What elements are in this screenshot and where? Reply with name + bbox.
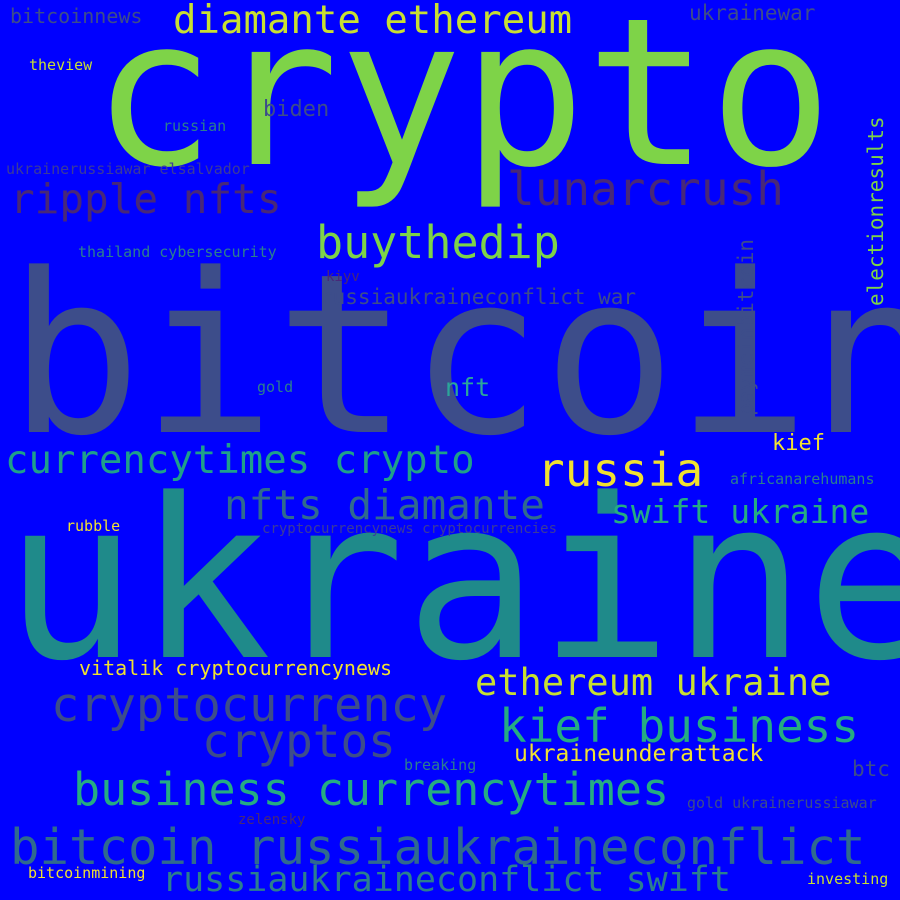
word-ukraine: ukraine <box>4 452 900 710</box>
word-ukraineunderattack: ukraineunderattack <box>514 741 764 767</box>
word-paymeinbitcoin: paymeinbitcoin <box>734 238 758 416</box>
word-thailand-cybersecurity: thailand cybersecurity <box>78 243 277 261</box>
word-ukrainerussiawar-elsalvador: ukrainerussiawar elsalvador <box>6 160 250 178</box>
word-nfts-diamante: nfts diamante <box>224 481 545 529</box>
word-vitalik-cryptocurrencynews: vitalik cryptocurrencynews <box>79 656 393 680</box>
word-cryptos: cryptos <box>202 714 396 768</box>
word-electionresults: electionresults <box>864 116 888 306</box>
word-nft: nft <box>445 373 491 402</box>
word-kief: kief <box>772 431 825 456</box>
word-gold-ukrainerussiawar: gold ukrainerussiawar <box>687 794 877 812</box>
word-russia: russia <box>537 443 704 497</box>
word-ethereum-ukraine: ethereum ukraine <box>475 661 832 704</box>
word-buythedip: buythedip <box>316 216 560 269</box>
word-breaking: breaking <box>404 756 477 774</box>
word-theview: theview <box>29 56 93 74</box>
word-rubble: rubble <box>66 517 121 535</box>
word-crypto: crypto <box>92 0 833 213</box>
word-bitcoinmining: bitcoinmining <box>28 864 146 882</box>
word-investing: investing <box>807 870 889 888</box>
word-kiyv: kiyv <box>326 269 360 285</box>
word-cryptocurrency: cryptocurrency <box>51 678 448 733</box>
word-swift-ukraine: swift ukraine <box>611 492 870 531</box>
word-russian: russian <box>163 117 227 135</box>
word-bitcoin: bitcoin <box>8 227 900 485</box>
word-bitcoinnews: bitcoinnews <box>10 4 143 28</box>
word-russiaukraineconflict-swift: russiaukraineconflict swift <box>162 860 731 900</box>
word-ukrainewar: ukrainewar <box>689 1 816 25</box>
word-lunarcrush: lunarcrush <box>507 162 784 216</box>
word-biden: biden <box>263 97 330 122</box>
word-russiaukraineconflict-war: russiaukraineconflict war <box>320 285 637 309</box>
word-kief-business: kief business <box>499 699 860 753</box>
word-btc: btc <box>852 757 890 781</box>
word-gold: gold <box>257 378 294 396</box>
word-diamante-ethereum: diamante ethereum <box>173 0 573 43</box>
word-business-currencytimes: business currencytimes <box>73 763 670 816</box>
word-ripple-nfts: ripple nfts <box>10 175 282 223</box>
word-cryptocurrencynews-cryptocurrencies: cryptocurrencynews cryptocurrencies <box>262 521 558 537</box>
word-bitcoin-russiaukraineconflict: bitcoin russiaukraineconflict <box>10 819 866 876</box>
word-currencytimes-crypto: currencytimes crypto <box>5 438 475 483</box>
word-africanarehumans: africanarehumans <box>730 470 875 488</box>
word-zelensky: zelensky <box>238 812 306 828</box>
